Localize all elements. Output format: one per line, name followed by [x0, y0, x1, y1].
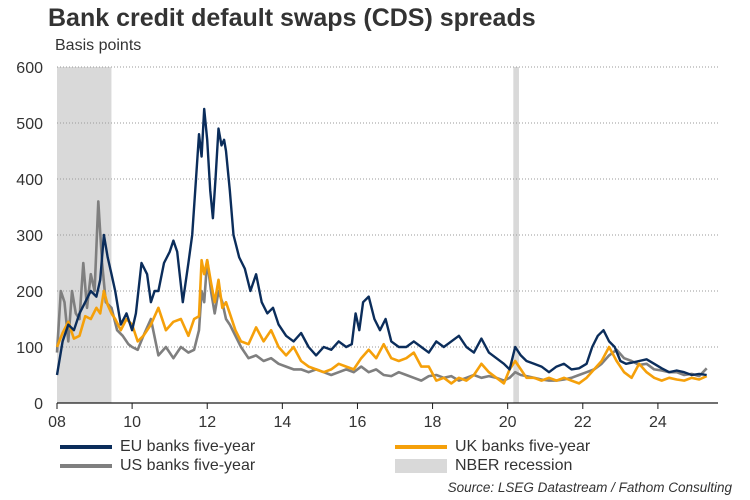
- series-line-us: [55, 200, 708, 382]
- x-tick-label-24: 24: [649, 414, 667, 431]
- x-tick-label-10: 10: [123, 414, 141, 431]
- source-note: Source: LSEG Datastream / Fathom Consult…: [447, 480, 732, 495]
- legend-label-eu: EU banks five-year: [120, 438, 256, 455]
- legend-swatch-nber: [395, 459, 447, 473]
- legend-label-uk: UK banks five-year: [455, 438, 591, 455]
- chart-subtitle: Basis points: [55, 37, 142, 54]
- legend-label-us: US banks five-year: [120, 457, 256, 474]
- legend-swatch-us: [60, 464, 112, 468]
- axes: 0 100 200 300 400 500 600 08 10 12 14 16 18 20 22 24: [16, 60, 718, 431]
- x-tick-label-14: 14: [273, 414, 291, 431]
- x-tick-label-18: 18: [424, 414, 442, 431]
- x-tick-label-08: 08: [48, 414, 66, 431]
- chart-title: Bank credit default swaps (CDS) spreads: [48, 4, 536, 32]
- y-tick-label-0: 0: [34, 396, 43, 413]
- x-tick-label-16: 16: [349, 414, 367, 431]
- y-tick-label-200: 200: [16, 284, 43, 301]
- y-tick-label-600: 600: [16, 60, 43, 77]
- legend-swatch-uk: [395, 445, 447, 449]
- legend-item-eu: EU banks five-year: [60, 438, 255, 456]
- series-line-eu: [55, 107, 707, 377]
- legend-label-nber: NBER recession: [455, 457, 573, 474]
- y-tick-label-300: 300: [16, 228, 43, 245]
- x-tick-label-22: 22: [574, 414, 592, 431]
- y-tick-label-100: 100: [16, 340, 43, 357]
- legend-swatch-eu: [60, 445, 112, 449]
- series-line-uk: [55, 258, 708, 385]
- x-tick-label-20: 20: [499, 414, 517, 431]
- series-lines: [55, 107, 708, 385]
- gridlines: [57, 66, 718, 348]
- y-tick-label-500: 500: [16, 116, 43, 133]
- legend-item-uk: UK banks five-year: [395, 438, 590, 456]
- x-tick-label-12: 12: [198, 414, 216, 431]
- y-tick-label-400: 400: [16, 172, 43, 189]
- legend-item-nber: NBER recession: [395, 457, 572, 475]
- legend-item-us: US banks five-year: [60, 457, 255, 475]
